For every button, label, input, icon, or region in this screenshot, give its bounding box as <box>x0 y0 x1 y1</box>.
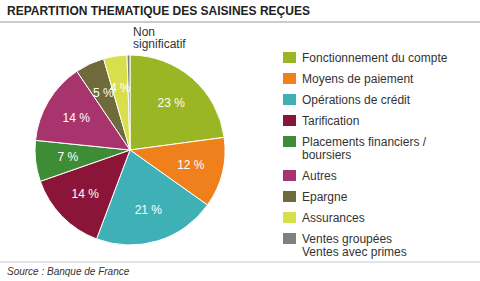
data-label: 4 % <box>110 81 131 95</box>
legend-label: Assurances <box>302 211 365 225</box>
data-labels: 23 %12 %21 %14 %7 %14 %5 %4 %Nonsignific… <box>57 25 204 217</box>
data-label: 21 % <box>135 203 163 217</box>
legend-label: Opérations de crédit <box>302 93 411 107</box>
pie <box>35 55 225 245</box>
legend-label: Ventes groupéesVentes avec primes <box>302 232 407 259</box>
text-line: 21 % <box>135 203 163 217</box>
text-line: Opérations de crédit <box>302 93 411 107</box>
text-line: 23 % <box>158 96 186 110</box>
slice <box>104 55 130 150</box>
text-line: 12 % <box>177 158 205 172</box>
text-line: Fonctionnement du compte <box>302 51 448 65</box>
text-line: Placements financiers / <box>302 135 427 149</box>
legend-label: Moyens de paiement <box>302 72 414 86</box>
legend-swatch <box>283 212 296 223</box>
legend-label: Autres <box>302 169 337 183</box>
legend-label: Fonctionnement du compte <box>302 51 448 65</box>
slice <box>130 55 224 150</box>
legend-swatch <box>283 94 296 105</box>
text-line: significatif <box>133 37 186 51</box>
text-line: Ventes groupées <box>302 232 392 246</box>
legend-swatch <box>283 136 296 147</box>
slice <box>127 55 130 150</box>
text-line: 7 % <box>57 150 78 164</box>
title-rule <box>0 22 480 23</box>
legend-label: Epargne <box>302 190 348 204</box>
legend-label: Tarification <box>302 114 359 128</box>
legend-swatch <box>283 73 296 84</box>
text-line: 14 % <box>71 187 99 201</box>
text-line: Ventes avec primes <box>302 245 407 259</box>
text-line: Tarification <box>302 114 359 128</box>
legend-label: Placements financiers /boursiers <box>302 135 427 162</box>
source-rule <box>0 262 480 263</box>
data-label: 12 % <box>177 158 205 172</box>
chart: REPARTITION THEMATIQUE DES SAISINES REÇU… <box>0 0 480 281</box>
text-line: boursiers <box>302 148 351 162</box>
text-line: 14 % <box>63 111 91 125</box>
legend-swatch <box>283 170 296 181</box>
legend: Fonctionnement du compte Moyens de paieme… <box>283 51 448 259</box>
data-label: 14 % <box>71 187 99 201</box>
text-line: Epargne <box>302 190 348 204</box>
legend-swatch <box>283 233 296 244</box>
text-line: Autres <box>302 169 337 183</box>
text-line: 4 % <box>110 81 131 95</box>
source: Source : Banque de France <box>7 266 130 277</box>
text-line: Moyens de paiement <box>302 72 414 86</box>
data-label: 7 % <box>57 150 78 164</box>
data-label: 14 % <box>63 111 91 125</box>
title: REPARTITION THEMATIQUE DES SAISINES REÇU… <box>7 4 310 18</box>
text-line: Assurances <box>302 211 365 225</box>
legend-swatch <box>283 52 296 63</box>
data-label: Nonsignificatif <box>133 25 186 51</box>
legend-swatch <box>283 115 296 126</box>
legend-swatch <box>283 191 296 202</box>
data-label: 23 % <box>158 96 186 110</box>
